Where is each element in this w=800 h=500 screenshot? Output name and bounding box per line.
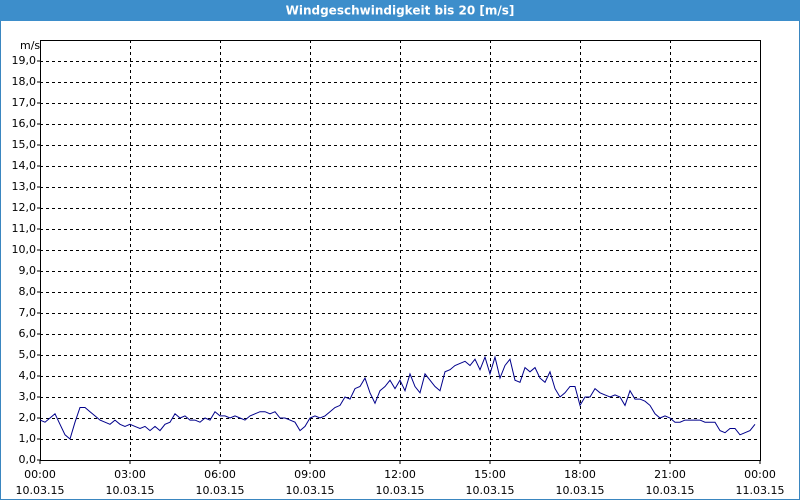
x-tick-date: 10.03.15 <box>286 484 335 497</box>
y-tick-label: 0,0 <box>19 453 37 466</box>
x-tick-label: 12:00 <box>384 468 416 481</box>
x-tick-label: 18:00 <box>564 468 596 481</box>
y-tick-label: 2,0 <box>19 411 37 424</box>
x-tick-date: 10.03.15 <box>376 484 425 497</box>
y-tick-label: 18,0 <box>12 75 37 88</box>
plot: 0,0 1,0 2,0 3,0 4,0 5,0 6,0 7,0 8,0 9,0 10,0 11,0 12… <box>12 40 785 497</box>
y-tick-label: 12,0 <box>12 201 37 214</box>
y-tick-label: 3,0 <box>19 390 37 403</box>
x-tick-date: 11.03.15 <box>736 484 785 497</box>
x-tick-date: 10.03.15 <box>556 484 605 497</box>
y-tick-label: 16,0 <box>12 117 37 130</box>
y-tick-label: 10,0 <box>12 243 37 256</box>
y-tick-label: 6,0 <box>19 327 37 340</box>
x-tick-label: 03:00 <box>114 468 146 481</box>
y-tick-label: 15,0 <box>12 138 37 151</box>
x-tick-label: 00:00 <box>24 468 56 481</box>
chart-title: Windgeschwindigkeit bis 20 [m/s] <box>286 4 515 18</box>
y-tick-label: 4,0 <box>19 369 37 382</box>
y-tick-label: 7,0 <box>19 306 37 319</box>
x-tick-label: 00:00 <box>744 468 776 481</box>
y-tick-label: 8,0 <box>19 285 37 298</box>
x-tick-label: 06:00 <box>204 468 236 481</box>
x-tick-date: 10.03.15 <box>16 484 65 497</box>
x-tick-date: 10.03.15 <box>466 484 515 497</box>
y-tick-label: 9,0 <box>19 264 37 277</box>
x-tick-date: 10.03.15 <box>196 484 245 497</box>
title-bar <box>0 0 800 21</box>
plot-frame <box>40 40 761 461</box>
y-unit: m/s <box>20 39 40 52</box>
x-tick-label: 09:00 <box>294 468 326 481</box>
x-tick-date: 10.03.15 <box>646 484 695 497</box>
y-tick-label: 5,0 <box>19 348 37 361</box>
wind-line <box>39 355 756 440</box>
y-tick-label: 11,0 <box>12 222 37 235</box>
x-tick-label: 21:00 <box>654 468 686 481</box>
x-tick-label: 15:00 <box>474 468 506 481</box>
y-tick-label: 14,0 <box>12 159 37 172</box>
y-tick-label: 13,0 <box>12 180 37 193</box>
y-tick-label: 17,0 <box>12 96 37 109</box>
y-tick-label: 1,0 <box>19 432 37 445</box>
y-tick-label: 19,0 <box>12 54 37 67</box>
x-tick-date: 10.03.15 <box>106 484 155 497</box>
